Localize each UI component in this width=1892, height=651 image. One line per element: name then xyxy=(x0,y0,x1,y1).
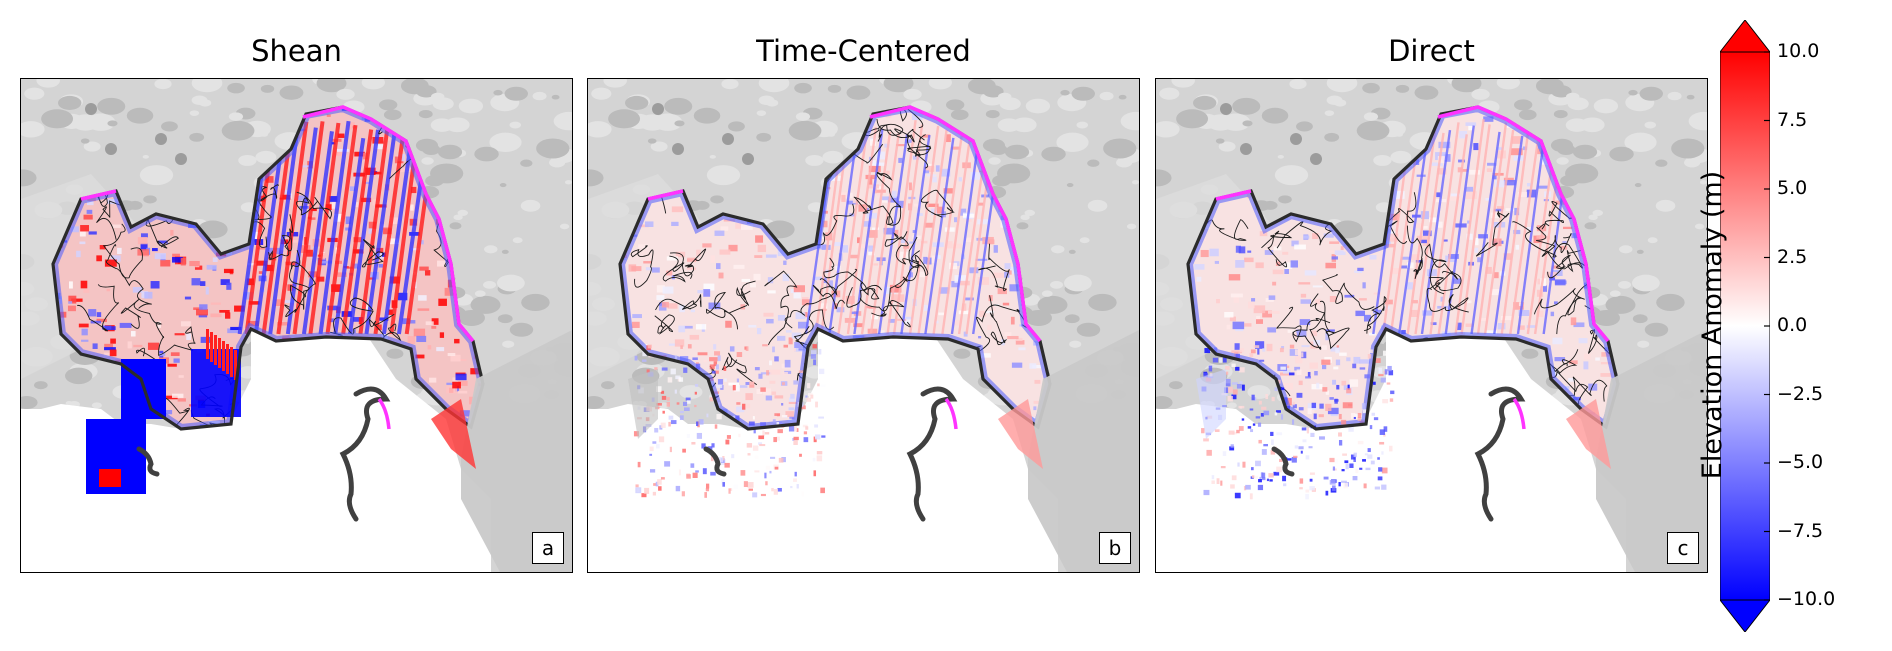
hillshade-se xyxy=(461,330,572,572)
grounding-line-magenta xyxy=(944,397,958,430)
colorbar-tick-label: −7.5 xyxy=(1777,519,1824,542)
grounding-line xyxy=(1474,386,1526,522)
colorbar-tick-label: 10.0 xyxy=(1777,40,1820,62)
nunatak-shade xyxy=(722,133,734,145)
nunatak-shade xyxy=(85,103,97,115)
colorbar-label: Elevation Anomaly (m) xyxy=(1696,170,1728,480)
panel-letter-b: b xyxy=(1099,532,1131,564)
se-anomaly xyxy=(431,399,476,469)
nunatak-shade xyxy=(1240,143,1252,155)
terminus-extension xyxy=(1196,345,1395,500)
grounding-line xyxy=(339,386,391,522)
nunatak-shade xyxy=(1290,133,1302,145)
nunatak-shade xyxy=(105,143,117,155)
hillshade-se xyxy=(1028,330,1139,572)
colorbar-body xyxy=(1720,51,1770,601)
magenta-front xyxy=(302,105,475,343)
panel-title-b: Time-Centered xyxy=(756,34,971,68)
colorbar xyxy=(1720,20,1770,632)
magenta-front-west xyxy=(1215,189,1252,201)
grounding-line-magenta xyxy=(377,397,391,430)
nunatak-shade xyxy=(155,133,167,145)
colorbar-tick-label: 7.5 xyxy=(1777,108,1808,131)
colorbar-tick-label: 5.0 xyxy=(1777,177,1808,199)
hillshade-se xyxy=(1596,330,1707,572)
colorbar-tick-label: −10.0 xyxy=(1777,588,1836,610)
colorbar-extend-max xyxy=(1720,20,1770,53)
island-outline xyxy=(1271,446,1295,477)
grounding-line-magenta xyxy=(1512,397,1526,430)
nunatak-shade xyxy=(652,103,664,115)
map-panel-a: a xyxy=(20,78,573,573)
colorbar-tick-label: −5.0 xyxy=(1777,451,1824,473)
grounding-line xyxy=(906,386,958,522)
island-outline xyxy=(136,446,160,477)
colorbar-tick-label: −2.5 xyxy=(1777,382,1824,405)
magenta-front xyxy=(869,105,1042,343)
terminus-extension xyxy=(86,329,241,494)
nunatak-shade xyxy=(1220,103,1232,115)
magenta-front-west xyxy=(80,189,117,201)
nunatak-shade xyxy=(742,153,754,165)
island-outline xyxy=(703,446,727,477)
panel-letter-a: a xyxy=(532,532,564,564)
map-panel-b: b xyxy=(587,78,1140,573)
panel-title-c: Direct xyxy=(1388,34,1475,68)
terminus-extension xyxy=(628,344,826,498)
elevation-map-c xyxy=(1156,79,1707,572)
colorbar-tick-label: 0.0 xyxy=(1777,314,1808,336)
colorbar-tick-label: 2.5 xyxy=(1777,245,1808,268)
panel-title-a: Shean xyxy=(251,34,342,68)
nunatak-shade xyxy=(175,153,187,165)
magenta-front xyxy=(1437,105,1610,343)
elevation-map-a xyxy=(21,79,572,572)
map-panel-c: c xyxy=(1155,78,1708,573)
se-anomaly xyxy=(1566,399,1611,469)
panel-letter-c: c xyxy=(1667,532,1699,564)
nunatak-shade xyxy=(672,143,684,155)
elevation-map-b xyxy=(588,79,1139,572)
colorbar-extend-min xyxy=(1720,599,1770,632)
magenta-front-west xyxy=(647,189,684,201)
se-anomaly xyxy=(998,399,1043,469)
nunatak-shade xyxy=(1310,153,1322,165)
